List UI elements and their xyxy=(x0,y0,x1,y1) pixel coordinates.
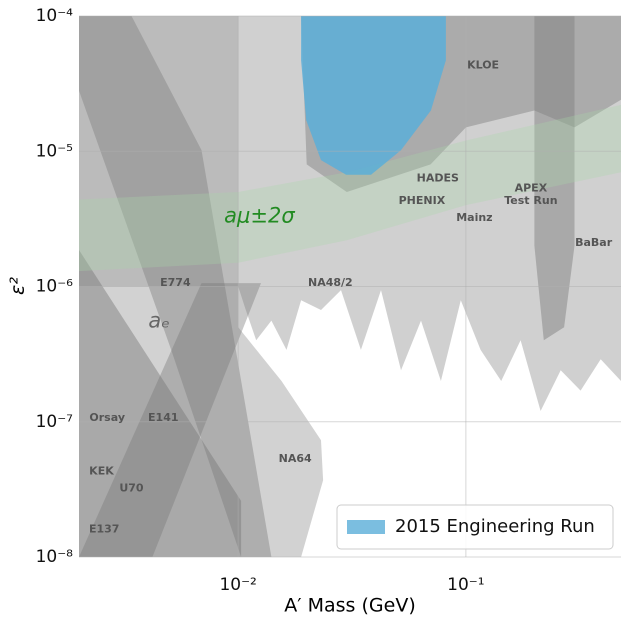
legend-label: 2015 Engineering Run xyxy=(395,516,595,537)
math-label: aₑ xyxy=(148,309,170,333)
region-label: KEK xyxy=(89,464,114,477)
region-label: Orsay xyxy=(89,411,125,424)
x-tick-label: 10⁻² xyxy=(219,575,256,595)
region-label: PHENIX xyxy=(399,194,446,207)
region-label: KLOE xyxy=(467,59,499,72)
y-tick-label: 10⁻⁵ xyxy=(36,141,73,161)
grid: 10⁻⁸ 10⁻⁷ 10⁻⁶ 10⁻⁵ 10⁻⁴ 10⁻² 10⁻¹ xyxy=(36,6,621,595)
legend-swatch xyxy=(347,520,385,534)
legend-box xyxy=(336,504,614,550)
region-label: E141 xyxy=(148,411,178,424)
y-tick-label: 10⁻⁷ xyxy=(36,412,74,432)
excluded-region xyxy=(534,16,575,341)
excluded-region xyxy=(79,104,621,272)
region-label: Test Run xyxy=(504,194,557,207)
y-tick-label: 10⁻⁴ xyxy=(36,6,74,26)
y-axis-label: ε² xyxy=(7,277,29,295)
region-label: APEX xyxy=(515,182,548,195)
y-tick-label: 10⁻⁸ xyxy=(36,547,74,567)
run-region xyxy=(301,16,446,175)
region-label: Mainz xyxy=(456,211,492,224)
math-label: aμ±2σ xyxy=(224,203,295,227)
x-axis-label: A′ Mass (GeV) xyxy=(284,595,415,617)
region-label: BaBar xyxy=(575,236,613,249)
excluded-region xyxy=(79,250,242,557)
x-tick-label: 10⁻¹ xyxy=(447,575,484,595)
region-label: HADES xyxy=(417,171,459,184)
region-label: NA64 xyxy=(279,452,312,465)
excluded-region xyxy=(79,283,261,557)
region-label: E137 xyxy=(89,522,119,535)
region-label: E774 xyxy=(160,276,191,289)
region-label: NA48/2 xyxy=(308,276,353,289)
region-label: U70 xyxy=(119,482,144,495)
y-tick-label: 10⁻⁶ xyxy=(36,277,74,297)
